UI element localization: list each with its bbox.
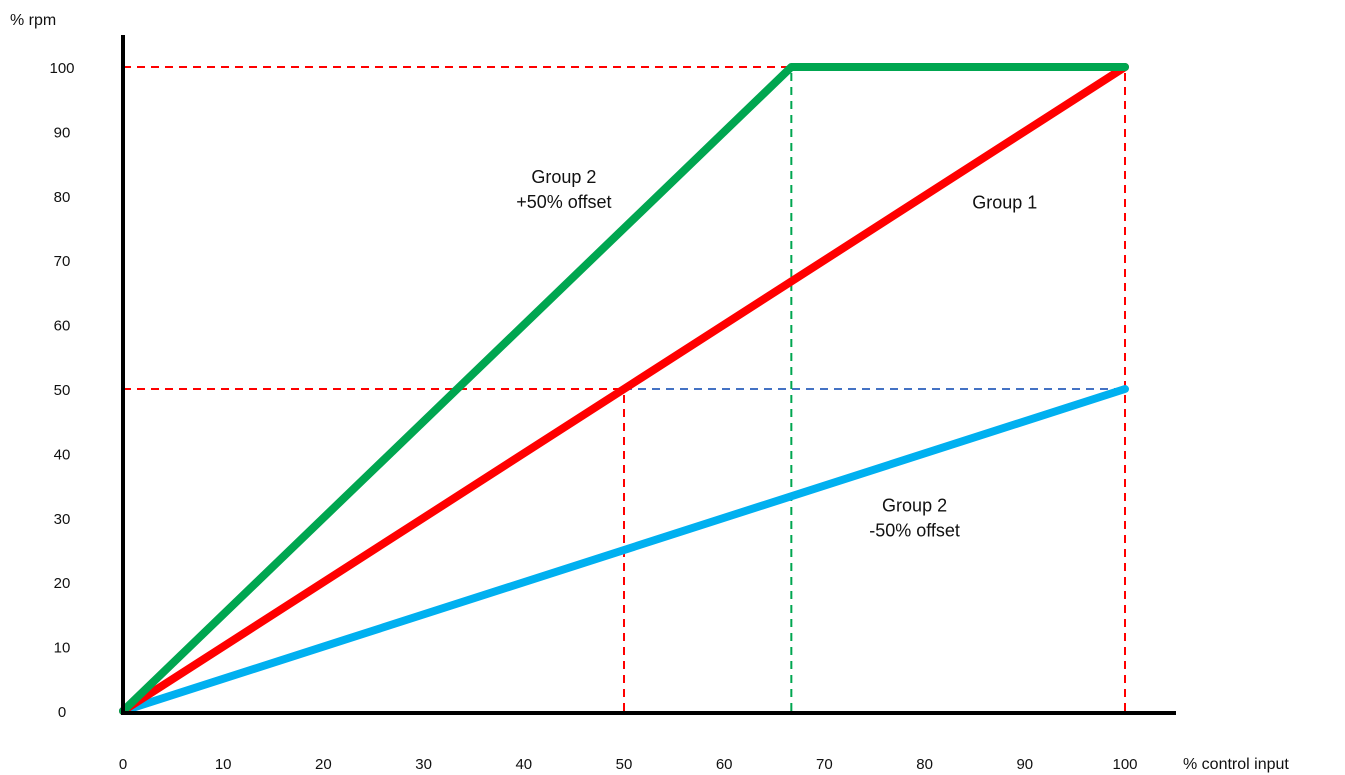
y-tick-label: 0 bbox=[58, 704, 66, 721]
y-tick-label: 20 bbox=[54, 575, 71, 592]
x-tick-label: 50 bbox=[616, 756, 633, 773]
y-tick-label: 50 bbox=[54, 382, 71, 399]
y-axis-label: % rpm bbox=[10, 12, 56, 29]
y-tick-label: 70 bbox=[54, 253, 71, 270]
x-tick-label: 70 bbox=[816, 756, 833, 773]
y-tick-label: 10 bbox=[54, 640, 71, 657]
series-line-1 bbox=[119, 63, 1129, 715]
y-tick-label: 100 bbox=[49, 60, 74, 77]
x-tick-label: 100 bbox=[1112, 756, 1137, 773]
x-tick-label: 40 bbox=[515, 756, 532, 773]
annotation-label-1: Group 1 bbox=[972, 193, 1037, 213]
x-tick-label: 90 bbox=[1016, 756, 1033, 773]
annotation-label-2: Group 2 -50% offset bbox=[869, 495, 960, 540]
x-tick-label: 0 bbox=[119, 756, 127, 773]
series-lines bbox=[119, 63, 1129, 715]
annotations: Group 2 +50% offset Group 1 Group 2 -50% off… bbox=[516, 167, 1037, 541]
x-tick-label: 60 bbox=[716, 756, 733, 773]
x-tick-label: 30 bbox=[415, 756, 432, 773]
x-tick-label: 20 bbox=[315, 756, 332, 773]
annotation-line: Group 1 bbox=[972, 193, 1037, 213]
annotation-line: Group 2 bbox=[882, 495, 947, 515]
tick-labels: 0 10 20 30 40 50 60 70 80 90 100 0 10 20 30 40 50 60 70 80 9… bbox=[49, 60, 1137, 773]
annotation-label-0: Group 2 +50% offset bbox=[516, 167, 611, 212]
annotation-line: Group 2 bbox=[531, 167, 596, 187]
y-tick-label: 30 bbox=[54, 511, 71, 528]
series-line-0 bbox=[119, 63, 1129, 715]
annotation-line: +50% offset bbox=[516, 192, 611, 212]
annotation-line: -50% offset bbox=[869, 521, 960, 541]
x-axis-label: % control input bbox=[1183, 756, 1289, 773]
series-line-2 bbox=[119, 385, 1129, 715]
x-tick-label: 10 bbox=[215, 756, 232, 773]
y-tick-label: 40 bbox=[54, 446, 71, 463]
y-tick-label: 60 bbox=[54, 318, 71, 335]
y-tick-label: 90 bbox=[54, 124, 71, 141]
y-tick-label: 80 bbox=[54, 189, 71, 206]
x-tick-label: 80 bbox=[916, 756, 933, 773]
axes bbox=[121, 35, 1176, 715]
